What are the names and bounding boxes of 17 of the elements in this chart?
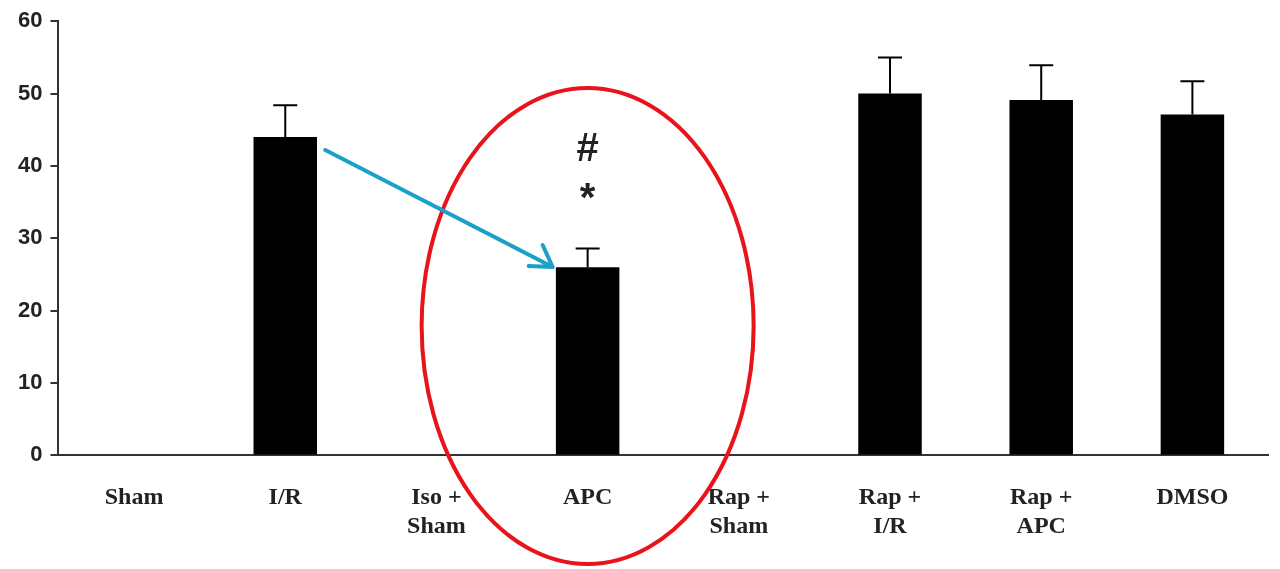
x-tick-label: Rap + Sham [707, 483, 771, 538]
y-tick-label: 10 [17, 369, 43, 395]
y-tick-label: 0 [30, 441, 43, 467]
annotation: # [576, 125, 599, 170]
y-tick-label: 40 [17, 152, 43, 177]
y-tick-label: 50 [17, 79, 43, 105]
x-tick-label: DMSO [1156, 483, 1229, 509]
x-tick-label: Rap + I/R [858, 483, 922, 538]
x-tick-label: I/R [268, 483, 303, 509]
y-tick-label: 60 [17, 7, 43, 33]
x-tick-label: Sham [104, 483, 164, 509]
y-tick-label: 30 [17, 224, 43, 250]
x-tick-label: APC [562, 483, 613, 509]
annotation: * [579, 175, 596, 220]
x-tick-label: Rap + APC [1010, 483, 1073, 538]
x-tick-label: Iso + Sham [407, 483, 466, 538]
y-tick-label: 20 [17, 296, 43, 322]
